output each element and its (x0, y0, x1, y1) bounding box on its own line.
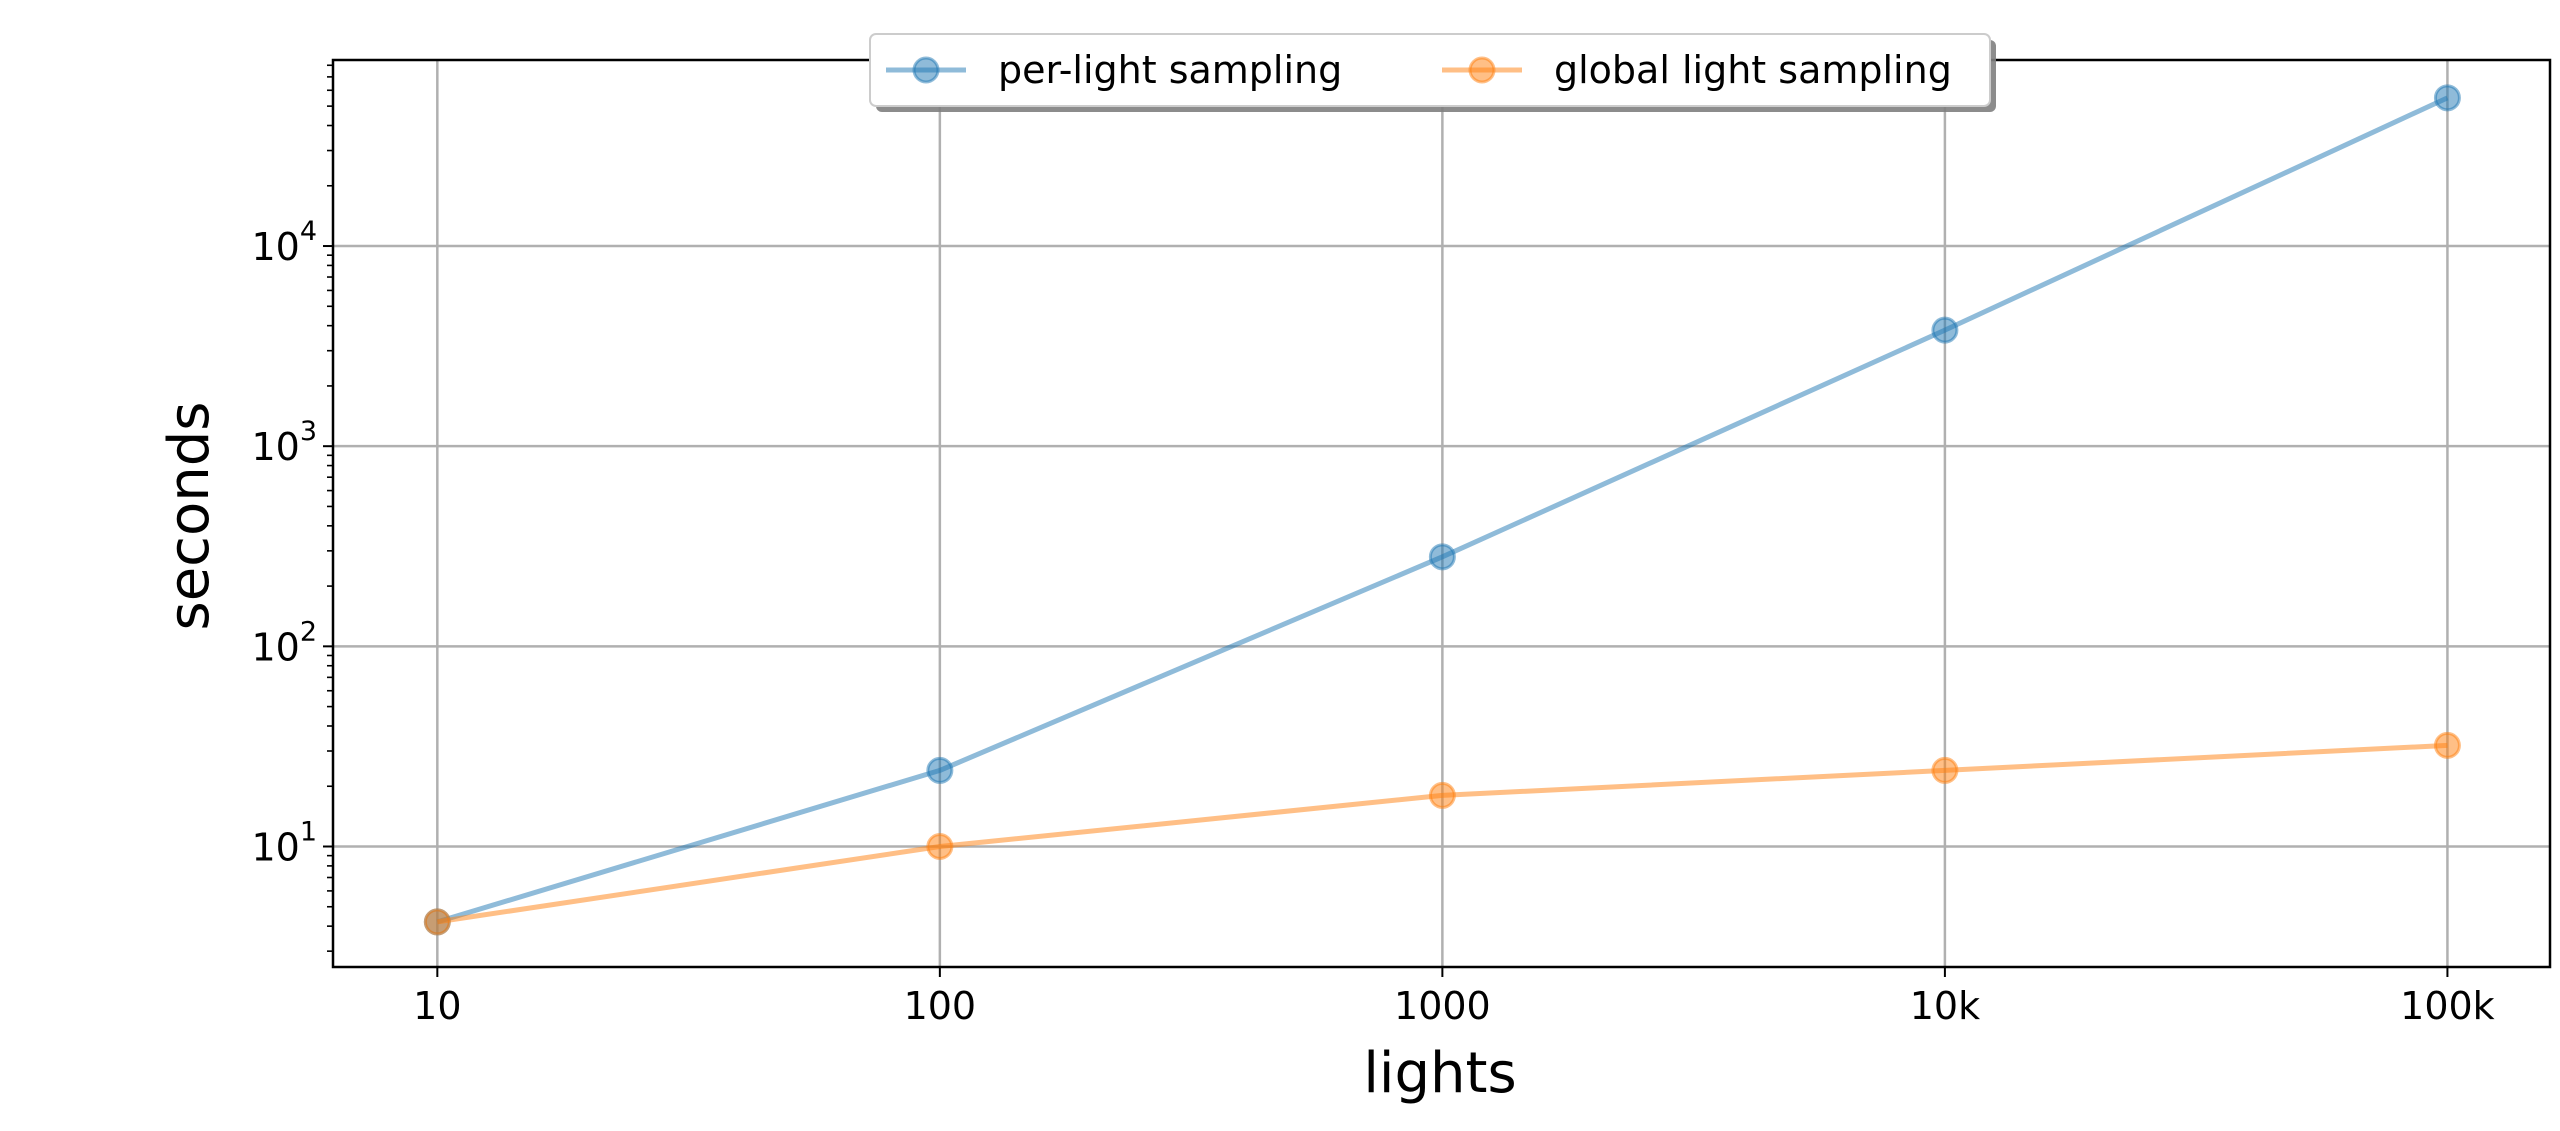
data-point (1428, 543, 1456, 571)
x-tick-label: 10k (1910, 984, 1980, 1028)
data-point (423, 908, 451, 936)
data-point (1428, 781, 1456, 809)
legend: per-light sampling global light sampling (869, 33, 1996, 112)
data-point (926, 756, 954, 784)
x-tick-label: 100 (904, 984, 977, 1028)
y-tick-label: 102 (251, 616, 317, 669)
x-tick-label: 10 (413, 984, 461, 1028)
data-point (1931, 756, 1959, 784)
legend-box (869, 33, 1991, 107)
legend-label: global light sampling (1554, 48, 1952, 92)
legend-swatch-marker (1468, 56, 1496, 84)
y-tick-label: 104 (251, 216, 317, 269)
data-point (1931, 316, 1959, 344)
y-tick-label: 101 (251, 816, 317, 869)
x-tick-label: 1000 (1394, 984, 1491, 1028)
legend-swatch-marker (912, 56, 940, 84)
legend-label: per-light sampling (998, 48, 1342, 92)
x-axis-ticks: 10 100 1000 10k 100k (413, 967, 2495, 1028)
x-axis-label: lights (1363, 1041, 1516, 1106)
data-point (2433, 84, 2461, 112)
y-tick-label: 103 (251, 416, 317, 469)
series-layer (423, 84, 2461, 936)
y-axis-ticks: 101 102 103 104 (251, 216, 333, 869)
data-point (2433, 731, 2461, 759)
series-2 (423, 731, 2461, 936)
y-axis-label: seconds (157, 402, 222, 631)
grid (333, 60, 2550, 967)
x-tick-label: 100k (2400, 984, 2495, 1028)
data-point (926, 832, 954, 860)
